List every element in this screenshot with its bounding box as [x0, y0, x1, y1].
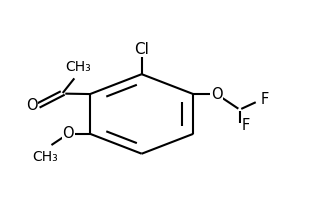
- Text: O: O: [26, 98, 38, 113]
- Text: Cl: Cl: [134, 41, 149, 57]
- Text: O: O: [62, 126, 74, 141]
- Text: CH₃: CH₃: [32, 150, 58, 164]
- Text: O: O: [211, 87, 222, 101]
- Text: CH₃: CH₃: [65, 60, 91, 74]
- Text: F: F: [241, 118, 250, 132]
- Text: F: F: [260, 92, 269, 107]
